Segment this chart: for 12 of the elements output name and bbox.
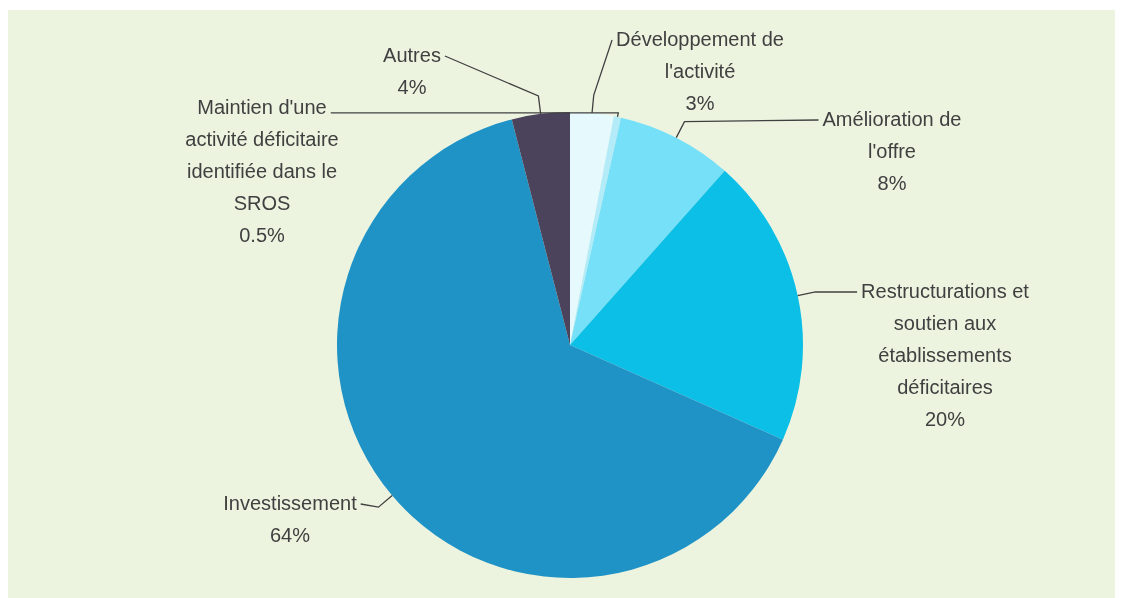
slice-label: Développement de l'activité <box>616 27 784 82</box>
slice-label: Restructurations et soutien aux établissements déficitaires <box>861 279 1030 398</box>
data-label: 64% <box>269 523 311 546</box>
data-label: 8% <box>877 171 907 194</box>
data-label: 20% <box>924 407 966 430</box>
data-label: 4% <box>397 75 427 98</box>
slice-label: Autres <box>383 43 441 66</box>
slice-label: Amélioration de l'offre <box>822 107 962 162</box>
data-label: 0.5% <box>239 223 286 246</box>
slice-label: Maintien d'une activité déficitaire identifiée dans le SROS <box>185 95 339 214</box>
data-label: 3% <box>685 91 715 114</box>
slice-label: Investissement <box>223 491 358 514</box>
